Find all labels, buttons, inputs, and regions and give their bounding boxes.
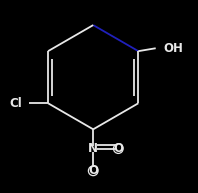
Text: OH: OH	[163, 42, 183, 55]
Text: Cl: Cl	[9, 97, 22, 110]
Text: O: O	[113, 142, 123, 155]
Text: N: N	[88, 142, 98, 155]
Text: O: O	[88, 164, 98, 177]
